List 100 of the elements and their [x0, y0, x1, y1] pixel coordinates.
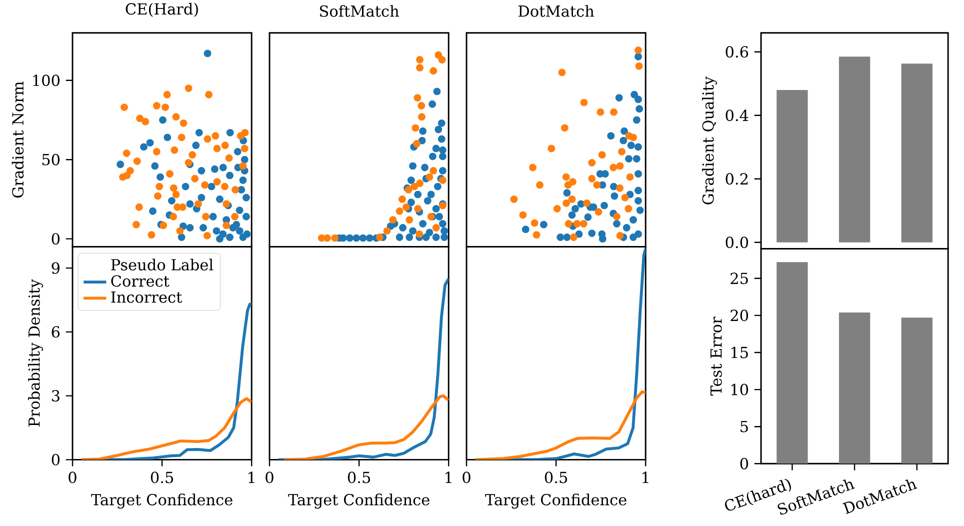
y-tick-label: 0.0 — [726, 236, 748, 248]
point — [625, 154, 632, 162]
point — [170, 212, 178, 220]
point — [211, 165, 218, 173]
point — [616, 184, 624, 192]
point — [438, 220, 446, 228]
y-tick-label: 3 — [52, 390, 60, 402]
y-axis-title: Gradient Norm — [12, 81, 24, 198]
chart-title: CE(Hard) — [126, 2, 198, 17]
point — [221, 141, 229, 149]
point — [132, 220, 140, 228]
x-tick-label: 1 — [642, 472, 648, 483]
point — [433, 88, 441, 96]
point — [204, 135, 212, 143]
point — [440, 233, 448, 241]
point — [166, 170, 174, 178]
point — [229, 224, 237, 232]
point — [409, 227, 417, 234]
point — [178, 233, 186, 241]
y-tick-label: 20 — [730, 310, 748, 322]
point — [172, 190, 180, 198]
point — [136, 114, 144, 122]
point — [577, 200, 585, 208]
point — [418, 112, 426, 120]
point — [198, 194, 206, 202]
point — [152, 148, 160, 156]
y-tick-label: 0.6 — [726, 46, 748, 58]
bar — [776, 90, 808, 242]
point — [170, 184, 178, 192]
point — [198, 166, 206, 174]
point — [634, 96, 642, 103]
point — [188, 150, 196, 158]
point — [634, 52, 642, 60]
point — [570, 233, 578, 241]
point — [208, 182, 216, 190]
y-tick-label: 6 — [52, 326, 60, 338]
y-tick-label: 100 — [33, 74, 60, 86]
point — [116, 160, 124, 168]
point — [564, 181, 572, 189]
point — [620, 127, 628, 135]
y-tick-label: 0.4 — [726, 109, 748, 121]
point — [613, 212, 620, 220]
point — [634, 196, 642, 204]
point — [170, 146, 178, 154]
y-axis-title: Test Error — [710, 316, 722, 396]
point — [620, 136, 628, 144]
point — [212, 132, 220, 140]
bar — [838, 56, 870, 242]
y-axis-title: Gradient Quality — [702, 76, 718, 204]
point — [402, 203, 410, 211]
point — [540, 220, 548, 228]
point — [159, 116, 166, 124]
chart-title: DotMatch — [518, 4, 594, 17]
point — [406, 216, 414, 224]
point — [419, 127, 427, 135]
point — [226, 128, 234, 136]
point — [438, 56, 446, 64]
point — [406, 233, 414, 241]
point — [418, 136, 426, 144]
point — [630, 90, 638, 98]
point — [164, 134, 172, 141]
point — [610, 108, 618, 116]
point — [510, 195, 518, 203]
point — [588, 229, 596, 237]
point — [152, 102, 160, 110]
point — [202, 212, 210, 220]
point — [632, 154, 640, 162]
point — [142, 118, 150, 126]
point — [239, 176, 247, 184]
point — [203, 232, 211, 240]
point — [180, 119, 188, 127]
point — [430, 66, 438, 74]
legend-label: Incorrect — [111, 291, 182, 303]
point — [588, 158, 596, 166]
y-tick-label: 10 — [731, 384, 748, 396]
point — [634, 143, 642, 150]
point — [209, 212, 217, 220]
point — [216, 195, 224, 203]
point — [432, 233, 440, 241]
point — [412, 124, 420, 132]
bar — [776, 262, 808, 464]
point — [618, 148, 626, 156]
point — [572, 204, 579, 212]
point — [432, 204, 440, 212]
point — [600, 202, 608, 210]
y-tick-label: 0.2 — [726, 172, 748, 184]
point — [610, 164, 618, 172]
point — [156, 173, 164, 181]
point — [126, 166, 134, 174]
point — [627, 141, 635, 149]
point — [192, 141, 200, 149]
point — [239, 233, 247, 241]
point — [120, 103, 128, 111]
point — [191, 174, 199, 182]
point — [407, 176, 415, 184]
point — [146, 138, 154, 146]
point — [140, 143, 148, 150]
point — [530, 219, 538, 227]
point — [634, 170, 642, 178]
chart-title: SoftMatch — [320, 4, 399, 17]
